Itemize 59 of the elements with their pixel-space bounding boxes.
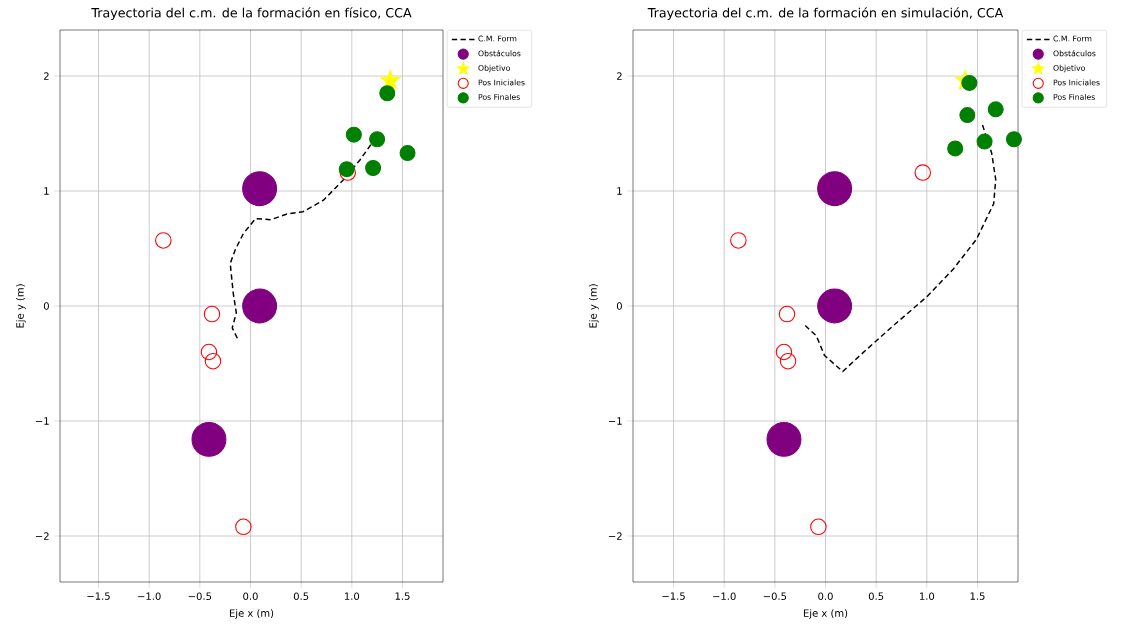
- point: [399, 145, 416, 162]
- y-tick-label: −2: [608, 532, 622, 540]
- x-tick-label: −1.5: [662, 592, 685, 600]
- x-tick-label: −0.5: [188, 592, 212, 600]
- point: [369, 131, 386, 148]
- point: [959, 107, 976, 124]
- y-tick-label: 2: [616, 72, 622, 80]
- point: [365, 160, 382, 177]
- y-tick-label: −2: [35, 532, 49, 540]
- x-tick-label: 0.0: [818, 592, 833, 600]
- point: [242, 288, 278, 324]
- y-tick-label: 2: [43, 72, 49, 80]
- point: [778, 305, 796, 323]
- point: [987, 101, 1004, 118]
- chart-title: Trayectoria del c.m. de la formación en simulación, CCA: [647, 7, 1004, 20]
- point: [817, 171, 853, 207]
- x-tick-label: −1.0: [138, 592, 161, 600]
- point: [379, 85, 396, 102]
- y-tick-label: −1: [35, 417, 49, 425]
- point: [235, 518, 252, 536]
- x-tick-label: 0.0: [243, 592, 258, 600]
- point: [775, 343, 793, 361]
- x-tick-label: 1.5: [395, 592, 410, 600]
- y-axis-title: Eje y (m): [589, 284, 599, 328]
- point: [345, 126, 362, 143]
- point: [380, 70, 401, 90]
- y-tick-label: −1: [608, 417, 622, 425]
- y-tick-label: 0: [43, 302, 49, 310]
- point: [242, 171, 278, 207]
- y-tick-label: 1: [617, 187, 622, 195]
- chart-title: Trayectoria del c.m. de la formación en físico, CCA: [91, 7, 412, 20]
- point: [1005, 131, 1022, 148]
- point: [204, 352, 222, 370]
- x-tick-label: 1.0: [919, 592, 935, 600]
- x-tick-label: −1.5: [87, 592, 110, 600]
- x-tick-label: 0.5: [868, 592, 884, 600]
- y-tick-label: 1: [44, 187, 49, 195]
- point: [155, 232, 172, 249]
- x-tick-label: 1.0: [344, 592, 360, 600]
- y-tick-label: 0: [616, 302, 622, 310]
- point: [976, 133, 993, 150]
- x-axis-title: Eje x (m): [229, 609, 274, 619]
- point: [947, 140, 964, 157]
- point: [191, 421, 227, 457]
- point: [779, 352, 797, 370]
- point: [200, 343, 218, 361]
- point: [817, 288, 853, 324]
- point: [203, 305, 221, 323]
- x-tick-label: −1.0: [713, 592, 736, 600]
- point: [810, 518, 827, 536]
- y-axis-title: Eje y (m): [16, 284, 26, 328]
- point: [766, 421, 802, 457]
- x-tick-label: 0.5: [293, 592, 309, 600]
- x-tick-label: 1.5: [970, 592, 985, 600]
- point: [961, 74, 978, 91]
- x-axis-title: Eje x (m): [803, 609, 848, 619]
- x-tick-label: −0.5: [763, 592, 787, 600]
- point: [730, 232, 747, 249]
- point: [914, 164, 932, 181]
